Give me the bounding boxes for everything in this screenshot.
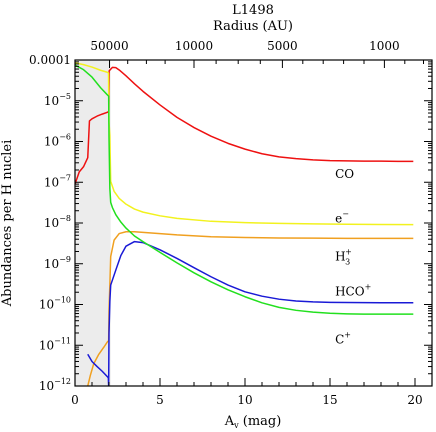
top-tick-label: 50000: [90, 39, 128, 53]
y-tick-label: 10−11: [39, 336, 71, 352]
series-line-c-: [75, 64, 414, 315]
x-axis-label-sub: v: [233, 421, 239, 430]
y-tick-label: 10−12: [39, 377, 71, 393]
series-label-hco-: HCO+: [335, 282, 371, 298]
series-line-co: [75, 66, 414, 185]
x-tick-label: 20: [407, 393, 422, 407]
y-tick-label: 10−8: [44, 214, 71, 230]
x-axis-label-unit: (mag): [239, 414, 282, 429]
series-label-co: CO: [335, 167, 354, 181]
y-tick-label: 10−10: [39, 296, 71, 312]
series-labels: CO e− H+ 3 HCO+ C+: [335, 167, 371, 346]
x-tick-label: 15: [322, 393, 337, 407]
x-axis-label-base: A: [224, 414, 235, 429]
axis-tick-labels: 0 5 10 15 20 0.0001 10−5 10−6 10−7 10−8 10−9 10−10 1…: [29, 39, 423, 407]
y-tick-label: 10−6: [44, 133, 71, 149]
series-line-h3-: [87, 231, 414, 386]
series-label-e-: e−: [335, 209, 349, 225]
top-tick-label: 5000: [267, 39, 298, 53]
top-tick-label: 1000: [369, 39, 400, 53]
series-lines: [75, 62, 414, 386]
chart-title: L1498: [232, 3, 274, 18]
x-tick-label: 10: [237, 393, 252, 407]
x-tick-label: 0: [71, 393, 79, 407]
x-axis-label: Av (mag): [224, 414, 282, 430]
series-label-c-: C+: [335, 330, 351, 346]
y-tick-label: 10−9: [44, 255, 71, 271]
top-axis-label: Radius (AU): [213, 19, 293, 34]
y-tick-label: 10−7: [44, 173, 71, 189]
series-line-e-: [75, 62, 414, 226]
y-axis-label: Abundances per H nuclei: [0, 140, 15, 308]
top-tick-label: 10000: [175, 39, 213, 53]
series-label-h3-: H+ 3: [335, 248, 352, 267]
axis-ticks: [74, 59, 433, 387]
y-tick-label: 10−5: [44, 92, 71, 108]
x-tick-label: 5: [156, 393, 164, 407]
y-tick-label: 0.0001: [29, 53, 71, 67]
